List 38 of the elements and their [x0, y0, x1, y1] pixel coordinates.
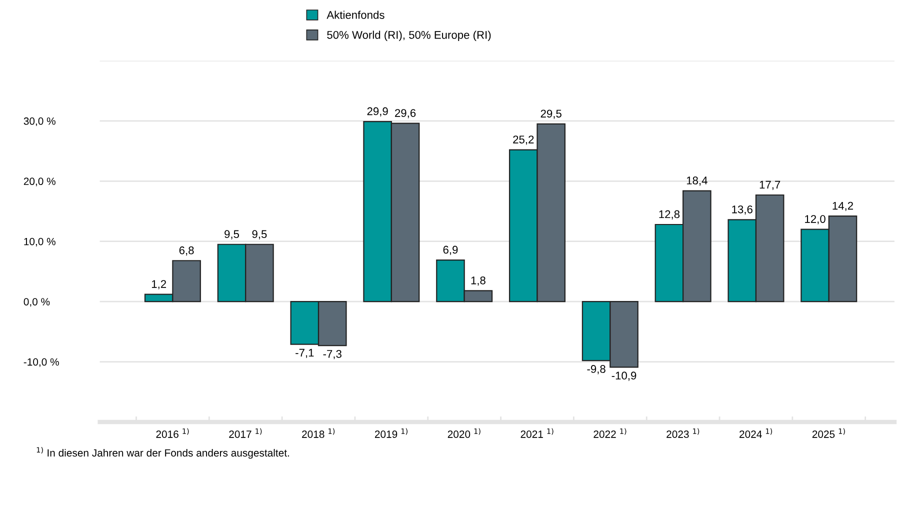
x-tick-label: 2019 $^{1)}$ — [374, 428, 408, 438]
legend-label: 50% World (RI), 50% Europe (RI) — [327, 30, 491, 42]
x-tick-label: 2017 $^{1)}$ — [229, 428, 262, 438]
data-label: 14,2 — [832, 202, 853, 212]
text: $^{1)}$ In diesen Jahren war der Fonds anders ausgestaltet. — [36, 446, 289, 459]
data-label: 6,8 — [179, 246, 194, 256]
data-label: 6,9 — [443, 246, 458, 255]
x-tick-label: 2016 $^{1)}$ — [156, 428, 189, 438]
x-tick-label: 2023 $^{1)}$ — [666, 428, 700, 438]
data-label: 18,4 — [686, 176, 708, 186]
data-label: 29,6 — [395, 109, 416, 118]
x-tick-label: 2024 $^{1)}$ — [740, 428, 772, 438]
data-label: 25,2 — [513, 136, 534, 145]
data-label: -9,8 — [587, 365, 606, 374]
data-label: -7,3 — [323, 350, 342, 360]
data-label: 29,5 — [540, 110, 562, 119]
legend-label: Aktienfonds — [326, 10, 384, 19]
data-label: 17,7 — [760, 180, 780, 190]
data-label: 12,0 — [805, 215, 826, 224]
y-tick-label: 20,0 % — [24, 178, 56, 186]
data-label: 13,6 — [732, 205, 752, 215]
x-tick-label: 2020 $^{1)}$ — [448, 428, 480, 438]
data-label: 29,9 — [367, 107, 388, 116]
data-label: 9,5 — [224, 230, 240, 240]
y-tick-label: 30,0 % — [24, 117, 56, 126]
x-tick-label: 2025 $^{1)}$ — [812, 428, 845, 438]
x-tick-label: 2021 $^{1)}$ — [520, 428, 554, 438]
data-label: -7,1 — [296, 348, 314, 358]
data-label: 12,8 — [659, 210, 680, 220]
data-label: 1,2 — [152, 280, 166, 290]
data-label: 1,8 — [471, 276, 486, 286]
x-tick-label: 2022 $^{1)}$ — [594, 428, 626, 438]
data-label: -10,9 — [612, 372, 636, 381]
x-tick-label: 2018 $^{1)}$ — [302, 428, 335, 438]
data-label: 9,5 — [252, 230, 267, 240]
y-tick-label: 10,0 % — [24, 238, 56, 246]
y-tick-label: -10,0 % — [24, 358, 59, 367]
y-tick-label: 0,0 % — [24, 298, 50, 307]
